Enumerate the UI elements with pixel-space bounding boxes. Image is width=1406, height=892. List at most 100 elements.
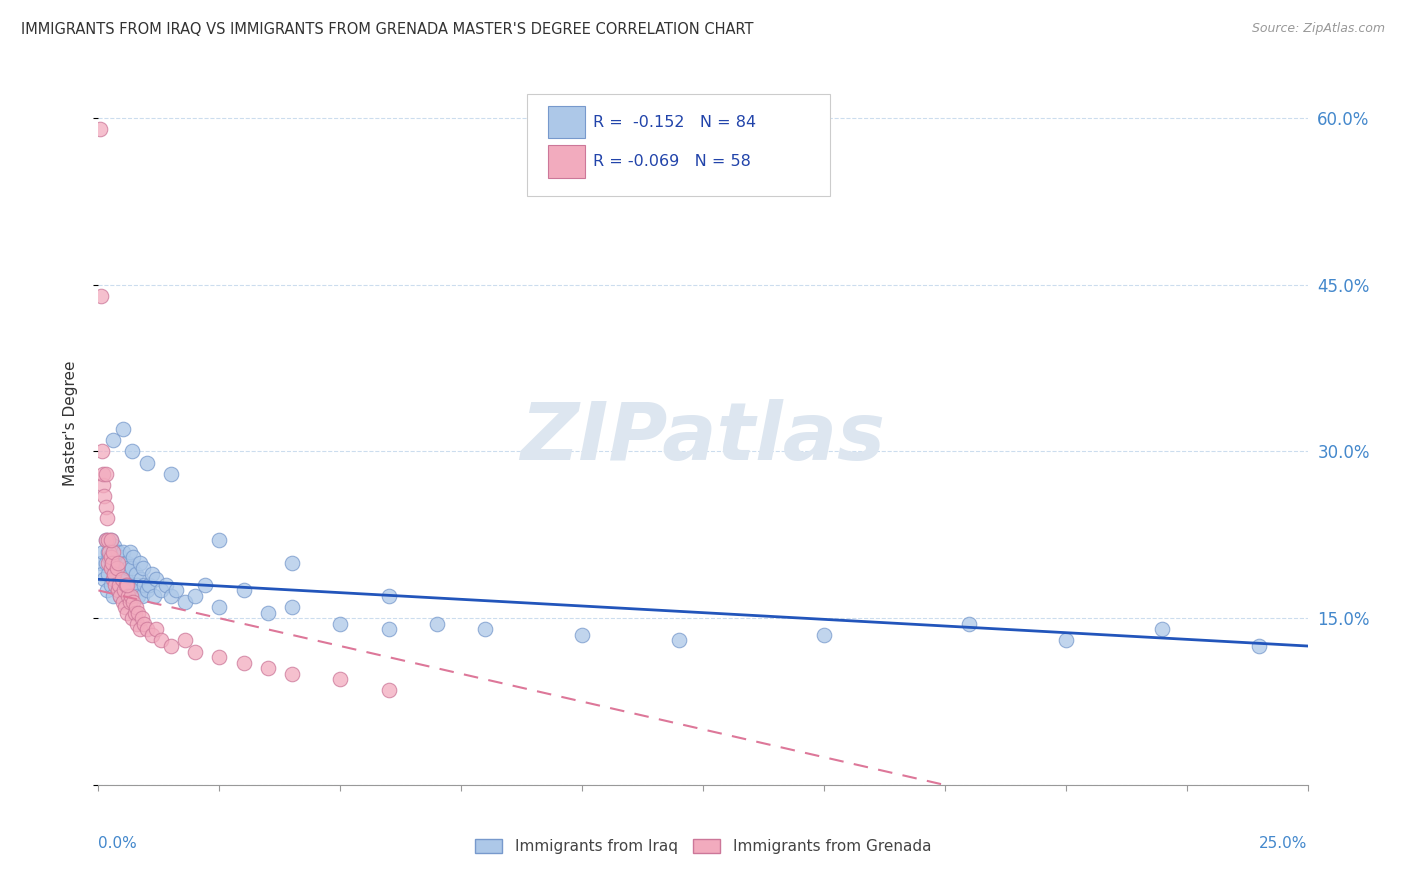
Point xyxy=(120,589,142,603)
Point xyxy=(143,589,166,603)
Point xyxy=(111,544,134,558)
Point xyxy=(256,606,278,620)
Point xyxy=(135,456,157,470)
Text: Source: ZipAtlas.com: Source: ZipAtlas.com xyxy=(1251,22,1385,36)
Point xyxy=(377,589,399,603)
Point xyxy=(160,589,183,603)
Point xyxy=(127,589,149,603)
Point xyxy=(89,122,111,136)
Point xyxy=(100,533,122,548)
Point xyxy=(150,633,173,648)
Point xyxy=(127,606,149,620)
Point xyxy=(121,561,143,575)
Point xyxy=(117,578,139,592)
Point xyxy=(118,578,141,592)
Point xyxy=(128,623,150,637)
Point xyxy=(112,583,135,598)
Point xyxy=(115,578,138,592)
Point xyxy=(91,478,114,492)
Point xyxy=(94,556,117,570)
Point xyxy=(184,644,207,658)
Point xyxy=(100,561,122,575)
Point xyxy=(97,544,120,558)
Point xyxy=(122,594,145,608)
Point xyxy=(174,633,197,648)
Point xyxy=(100,578,122,592)
Point xyxy=(117,561,139,575)
Point xyxy=(668,633,690,648)
Point xyxy=(94,500,117,514)
Text: 25.0%: 25.0% xyxy=(1260,836,1308,851)
Point xyxy=(127,578,149,592)
Point xyxy=(145,572,167,586)
Point xyxy=(104,578,127,592)
Point xyxy=(208,650,231,665)
Point xyxy=(98,550,121,565)
Point xyxy=(141,628,163,642)
Point xyxy=(377,623,399,637)
Point xyxy=(96,511,118,525)
Point xyxy=(101,589,124,603)
Point xyxy=(124,606,146,620)
Text: ZIPatlas: ZIPatlas xyxy=(520,399,886,477)
Point xyxy=(100,533,122,548)
Point xyxy=(97,566,120,581)
Point xyxy=(111,561,134,575)
Point xyxy=(174,594,197,608)
Point xyxy=(93,489,115,503)
Point xyxy=(125,600,148,615)
Text: IMMIGRANTS FROM IRAQ VS IMMIGRANTS FROM GRENADA MASTER'S DEGREE CORRELATION CHAR: IMMIGRANTS FROM IRAQ VS IMMIGRANTS FROM … xyxy=(21,22,754,37)
Point xyxy=(571,628,593,642)
Point xyxy=(134,616,156,631)
Point xyxy=(104,572,127,586)
Legend: Immigrants from Iraq, Immigrants from Grenada: Immigrants from Iraq, Immigrants from Gr… xyxy=(468,832,938,861)
Point xyxy=(117,589,139,603)
Text: 0.0%: 0.0% xyxy=(98,836,138,851)
Point xyxy=(96,583,118,598)
Point xyxy=(150,583,173,598)
Point xyxy=(813,628,835,642)
Point xyxy=(377,683,399,698)
Point xyxy=(1249,639,1271,653)
Point xyxy=(114,556,136,570)
Point xyxy=(94,533,117,548)
Point xyxy=(256,661,278,675)
Point xyxy=(232,583,254,598)
Point xyxy=(111,578,134,592)
Point xyxy=(114,566,136,581)
Point xyxy=(134,578,156,592)
Point xyxy=(107,578,129,592)
Point xyxy=(107,578,129,592)
Point xyxy=(160,467,183,481)
Point xyxy=(208,533,231,548)
Point xyxy=(131,611,153,625)
Point xyxy=(426,616,449,631)
Point xyxy=(107,583,129,598)
Point xyxy=(155,578,177,592)
Point xyxy=(90,556,112,570)
Point xyxy=(474,623,496,637)
Point xyxy=(129,572,152,586)
Point xyxy=(108,550,131,565)
Point xyxy=(91,467,114,481)
Point xyxy=(100,550,122,565)
Point xyxy=(103,539,125,553)
Point xyxy=(107,583,129,598)
Point xyxy=(128,556,150,570)
Point xyxy=(101,556,124,570)
Point xyxy=(208,600,231,615)
Point xyxy=(160,639,183,653)
Point xyxy=(120,589,142,603)
Point xyxy=(121,444,143,458)
Point xyxy=(1054,633,1077,648)
Point xyxy=(101,434,124,448)
Point xyxy=(124,583,146,598)
Point xyxy=(91,544,114,558)
Point xyxy=(165,583,187,598)
Point xyxy=(101,544,124,558)
Point xyxy=(132,561,155,575)
Point xyxy=(138,578,160,592)
Point xyxy=(117,556,139,570)
Point xyxy=(281,600,304,615)
Point xyxy=(107,544,129,558)
